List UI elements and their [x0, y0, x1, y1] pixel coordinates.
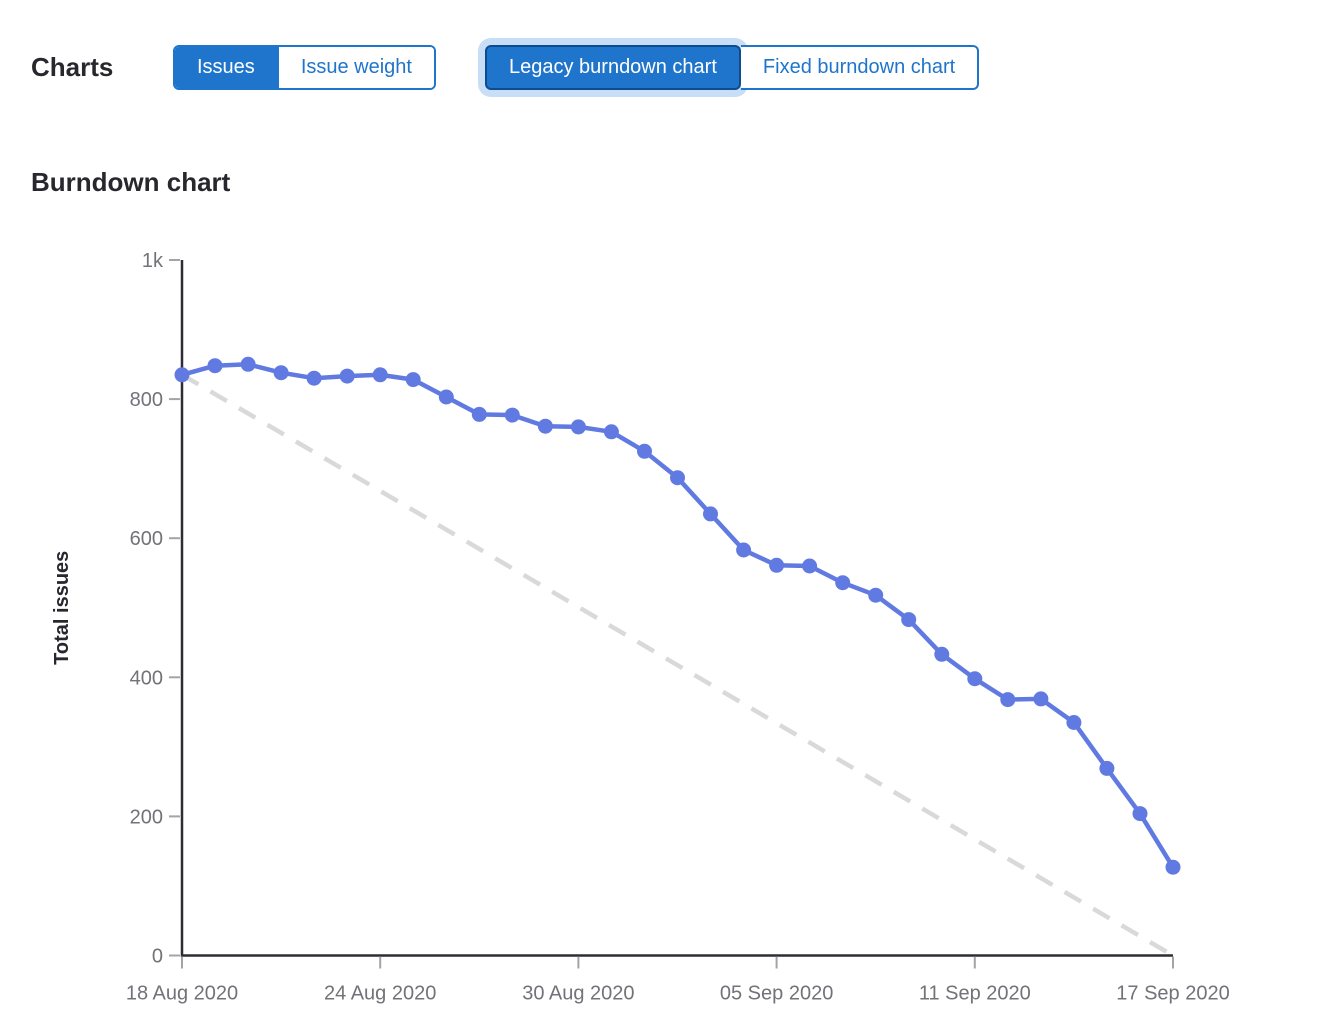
y-tick-label: 0: [152, 946, 163, 968]
axes: [180, 260, 1173, 957]
y-tick-label: 200: [130, 806, 163, 828]
y-tick-label: 800: [130, 389, 163, 411]
data-point: [207, 358, 223, 374]
data-point: [273, 365, 289, 381]
x-tick-label: 24 Aug 2020: [324, 983, 436, 1005]
data-point: [504, 407, 520, 423]
data-point: [240, 356, 256, 372]
legacy-burndown-chart-button[interactable]: Legacy burndown chart: [484, 44, 741, 90]
data-point: [703, 506, 718, 522]
total-issues-series: [174, 356, 1181, 875]
burndown-chart[interactable]: 0 200 400 600 800 1k 18 Aug 2020 24 Aug 2020 30 …: [0, 210, 1326, 1028]
data-point: [603, 424, 619, 440]
fixed-burndown-chart-button[interactable]: Fixed burndown chart: [740, 44, 980, 90]
x-tick-label: 30 Aug 2020: [522, 983, 634, 1005]
x-tick-label: 17 Sep 2020: [1116, 983, 1229, 1005]
x-tick-label: 18 Aug 2020: [126, 983, 238, 1005]
data-point: [670, 470, 685, 486]
x-axis-ticks: 18 Aug 2020 24 Aug 2020 30 Aug 2020 05 Sep …: [126, 956, 1230, 1005]
data-point: [934, 646, 950, 662]
data-point: [1132, 806, 1148, 822]
charts-toolbar: Charts Issues Issue weight Legacy burndo…: [31, 42, 980, 92]
y-axis-title: Total issues: [51, 551, 73, 665]
x-tick-label: 05 Sep 2020: [720, 983, 833, 1005]
data-point: [868, 587, 884, 603]
data-point: [736, 542, 752, 558]
data-point: [306, 370, 322, 386]
y-axis-ticks: 0 200 400 600 800 1k: [130, 250, 180, 968]
y-tick-label: 400: [130, 667, 163, 689]
chart-type-toggle-group: Legacy burndown chart Fixed burndown cha…: [484, 44, 980, 90]
data-point: [1099, 760, 1115, 776]
data-point: [174, 367, 190, 383]
data-point: [405, 372, 421, 388]
y-tick-label: 600: [130, 528, 163, 550]
data-point: [1033, 691, 1049, 707]
data-point: [1165, 859, 1181, 875]
data-point: [1000, 692, 1016, 708]
x-tick-label: 11 Sep 2020: [919, 983, 1031, 1005]
chart-title: Burndown chart: [31, 167, 231, 197]
guideline-dashed-line: [180, 372, 1175, 958]
data-point: [835, 575, 851, 591]
data-point: [637, 443, 652, 459]
metric-toggle-group: Issues Issue weight: [173, 44, 436, 90]
issues-toggle-button[interactable]: Issues: [175, 46, 277, 88]
data-point: [537, 418, 553, 434]
series-line: [179, 362, 1176, 870]
charts-section-label: Charts: [31, 52, 114, 82]
data-point: [802, 558, 818, 574]
data-point: [967, 671, 983, 687]
data-point: [1066, 715, 1082, 730]
data-point: [570, 419, 586, 435]
data-point: [339, 368, 355, 384]
issue-weight-toggle-button[interactable]: Issue weight: [276, 46, 434, 88]
data-point: [769, 557, 785, 573]
data-point: [471, 406, 487, 422]
data-point: [438, 389, 454, 405]
data-point: [372, 367, 388, 383]
data-point: [901, 612, 917, 628]
y-tick-label: 1k: [142, 250, 164, 272]
